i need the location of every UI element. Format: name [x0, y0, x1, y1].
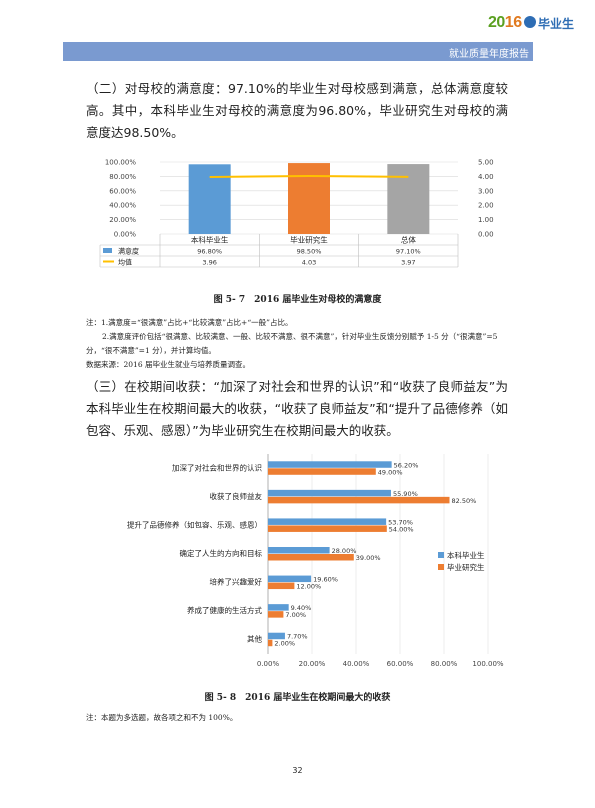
data-label: 12.00%	[296, 583, 321, 591]
bar-0	[188, 164, 231, 234]
data-label: 54.00%	[389, 525, 414, 533]
legend-label-mean: 均值	[118, 258, 132, 267]
bar-0-0	[268, 461, 392, 468]
data-label: 28.00%	[332, 547, 357, 555]
data-label: 82.50%	[452, 497, 477, 505]
y-left-tick-label: 0.00%	[114, 231, 137, 239]
gains-chart: 0.00% 20.00% 40.00% 60.00% 80.00% 100.00% 加深了对…	[127, 454, 504, 668]
y-left-tick-label: 100.00%	[105, 159, 136, 167]
table-cell-mean: 4.03	[302, 259, 316, 267]
header-bar: 就业质量年度报告	[63, 42, 533, 61]
data-label: 49.00%	[378, 468, 403, 476]
y-left-tick-label: 80.00%	[109, 173, 136, 181]
legend-label-1: 毕业研究生	[447, 562, 485, 572]
legend-key-0	[438, 552, 444, 558]
x-tick-label: 20.00%	[299, 660, 326, 668]
bar-0-5	[268, 604, 289, 611]
category-label: 加深了对社会和世界的认识	[172, 462, 262, 472]
logo-text: 毕业生	[538, 17, 575, 31]
data-label: 19.60%	[313, 576, 338, 584]
bar-0-2	[268, 518, 387, 525]
report-subtitle: 就业质量年度报告	[449, 49, 529, 60]
y-left-tick-label: 40.00%	[109, 202, 136, 210]
category-label: 提升了品德修养（如包容、乐观、感恩）	[127, 519, 262, 529]
x-tick-label: 0.00%	[257, 660, 280, 668]
legend-label-0: 本科毕业生	[447, 550, 485, 560]
bar-0-1	[268, 489, 391, 497]
legend-key-1	[438, 564, 444, 570]
y-right-tick-label: 5.00	[478, 159, 494, 167]
figure-note-1: 注：1.满意度=“很满意”占比+“比较满意”占比+“一般”占比。	[86, 318, 293, 327]
data-label: 39.00%	[356, 554, 381, 562]
data-label: 7.70%	[287, 633, 308, 641]
bar-0-6	[268, 632, 285, 640]
figure-note-2: 2.满意度评价包括“很满意、比较满意、一般、比较不满意、很不满意”，针对毕业生反…	[86, 332, 498, 355]
category-label: 其他	[247, 634, 262, 644]
bar-1-3	[268, 554, 354, 561]
data-label: 9.40%	[291, 604, 312, 612]
table-cell-satisfaction: 97.10%	[396, 248, 421, 256]
category-label: 总体	[401, 235, 416, 245]
category-label: 养成了健康的生活方式	[187, 605, 262, 615]
figure-caption-5-8: 图 5- 8 2016 届毕业生在校期间最大的收获	[204, 693, 391, 703]
table-cell-mean: 3.97	[401, 259, 415, 267]
bar-1-0	[268, 468, 376, 475]
bar-1-1	[268, 496, 450, 504]
category-label: 本科毕业生	[191, 235, 229, 245]
satisfaction-paragraph: （二）对母校的满意度：97.10%的毕业生对母校感到满意，总体满意度较高。其中，…	[86, 81, 508, 140]
table-cell-satisfaction: 98.50%	[297, 248, 322, 256]
figure-note-multichoice: 注：本题为多选题，故各项之和不为 100%。	[86, 713, 238, 722]
data-label: 2.00%	[274, 640, 295, 648]
y-right-tick-label: 3.00	[478, 187, 494, 195]
y-left-tick-label: 60.00%	[109, 187, 136, 195]
bar-1-5	[268, 611, 284, 618]
y-right-tick-label: 2.00	[478, 202, 494, 210]
legend-label-satisfaction: 满意度	[118, 247, 139, 256]
logo-badge-icon	[524, 16, 536, 28]
y-right-tick-label: 4.00	[478, 173, 494, 181]
bar-1-4	[268, 582, 295, 590]
data-label: 53.70%	[388, 518, 413, 526]
data-label: 56.20%	[394, 461, 419, 469]
data-label: 7.00%	[285, 611, 306, 619]
figure-note-source: 数据来源：2016 届毕业生就业与培养质量调查。	[86, 360, 250, 369]
x-tick-label: 100.00%	[472, 660, 503, 668]
legend-key-satisfaction	[103, 248, 112, 253]
category-label: 收获了良师益友	[210, 491, 263, 501]
category-label: 毕业研究生	[290, 235, 328, 245]
y-right-tick-label: 1.00	[478, 216, 494, 224]
category-label: 确定了人生的方向和目标	[180, 548, 263, 558]
bar-2	[387, 164, 430, 234]
page-number: 32	[292, 766, 303, 775]
x-tick-label: 60.00%	[387, 660, 414, 668]
table-cell-mean: 3.96	[202, 259, 216, 267]
x-tick-label: 40.00%	[343, 660, 370, 668]
gains-paragraph: （三）在校期间收获：“加深了对社会和世界的认识”和“收获了良师益友”为本科毕业生…	[86, 379, 508, 438]
satisfaction-chart: 0.00% 0.00 20.00% 1.00 40.00% 2.00 60.00% 3.00 8…	[99, 159, 494, 268]
logo-year: 2016	[488, 14, 522, 31]
y-left-tick-label: 20.00%	[109, 216, 136, 224]
category-label: 培养了兴趣爱好	[210, 577, 263, 587]
header-logo: 2016 毕业生	[488, 14, 588, 32]
bar-0-3	[268, 547, 330, 554]
data-label: 55.90%	[393, 490, 418, 498]
figure-caption-5-7: 图 5- 7 2016 届毕业生对母校的满意度	[213, 295, 382, 305]
table-cell-satisfaction: 96.80%	[197, 248, 222, 256]
bar-1-2	[268, 525, 387, 532]
y-right-tick-label: 0.00	[478, 231, 494, 239]
x-tick-label: 80.00%	[431, 660, 458, 668]
bar-1	[288, 163, 330, 234]
bar-1-6	[268, 639, 273, 647]
bar-0-4	[268, 575, 312, 583]
line-series-mean	[209, 174, 409, 178]
